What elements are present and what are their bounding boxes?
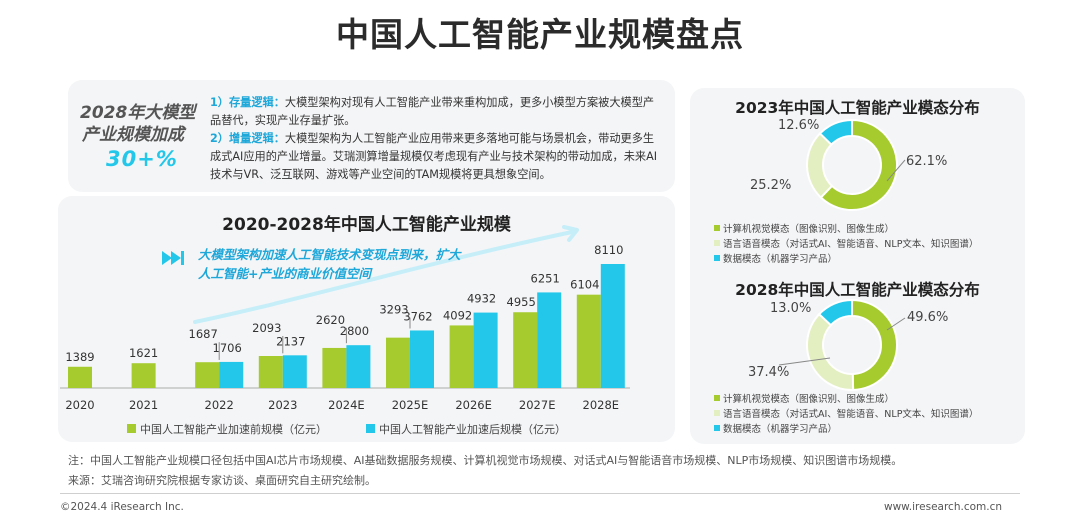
pie-2023-legend-data: 数据模态（机器学习产品） bbox=[723, 254, 838, 265]
pie-2023-slice-2 bbox=[818, 118, 853, 147]
pie-2023-label-vision: 62.1% bbox=[906, 154, 948, 169]
bar-after-label-2026E: 4932 bbox=[467, 292, 496, 306]
pie-2028-leader-1 bbox=[886, 317, 906, 331]
badge-value: 30+% bbox=[106, 147, 178, 171]
pie-2028-legend-data: 数据模态（机器学习产品） bbox=[723, 424, 838, 435]
bar-before-2022 bbox=[195, 362, 220, 388]
growth-trend-arrow bbox=[193, 230, 574, 324]
pie-2028-label-vision: 49.6% bbox=[907, 310, 949, 325]
bar-before-label-2020: 1389 bbox=[65, 350, 94, 364]
bar-after-2025E bbox=[410, 330, 434, 388]
bar-before-2026E bbox=[449, 325, 474, 388]
x-tick-label-2023: 2023 bbox=[268, 398, 297, 412]
bar-before-2021 bbox=[131, 363, 156, 388]
footer-website: www.iresearch.com.cn bbox=[884, 501, 1003, 513]
pie-2028-legend-swatch-language bbox=[714, 410, 720, 416]
pie-2023-legend-vision: 计算机视觉模态（图像识别、图像生成） bbox=[723, 224, 895, 235]
bar-before-label-2025E: 3293 bbox=[379, 303, 408, 317]
bar-before-2027E bbox=[513, 312, 538, 388]
bar-before-label-2028E: 6104 bbox=[570, 278, 599, 292]
pie-2028-legend-language: 语言语音模态（对话式AI、智能语音、NLP文本、知识图谱） bbox=[723, 409, 979, 420]
bar-before-label-2022: 1687 bbox=[189, 327, 218, 341]
bar-before-label-2024E: 2620 bbox=[316, 313, 345, 327]
pie-2028-label-language: 37.4% bbox=[748, 365, 790, 380]
pie-2028 bbox=[806, 298, 899, 392]
annotation-line-1: 大模型架构加速人工智能技术变现点到来，扩大 bbox=[198, 247, 461, 262]
logic-key-increment: 2）增量逻辑： bbox=[210, 132, 285, 145]
bar-after-label-2024E: 2800 bbox=[340, 324, 369, 338]
pie-2023-leader-1 bbox=[886, 159, 906, 182]
legend-label-after: 中国人工智能产业加速后规模（亿元） bbox=[379, 423, 566, 436]
pie-2023-title: 2023年中国人工智能产业模态分布 bbox=[735, 99, 980, 117]
annotation-line-2: 人工智能+产业的商业价值空间 bbox=[198, 266, 371, 281]
badge-line-1: 2028年大模型 bbox=[80, 103, 196, 123]
bar-after-2023 bbox=[282, 355, 307, 388]
legend-swatch-before bbox=[127, 424, 136, 433]
logic-text-stock: 大模型架构对现有人工智能产业带来重构加成，更多小模型方案被大模型产品替代，实现产… bbox=[210, 96, 655, 127]
bar-after-2028E bbox=[600, 264, 625, 388]
pie-2023-slice-1 bbox=[806, 131, 834, 199]
x-tick-label-2024E: 2024E bbox=[328, 398, 365, 412]
pie-2023-label-language: 25.2% bbox=[750, 178, 792, 193]
x-tick-label-2027E: 2027E bbox=[519, 398, 556, 412]
logic-item-increment: 2）增量逻辑：大模型架构为人工智能产业应用带来更多落地可能与场景机会，带动更多生… bbox=[210, 130, 662, 184]
bar-before-label-2026E: 4092 bbox=[443, 308, 472, 322]
logic-item-stock: 1）存量逻辑：大模型架构对现有人工智能产业带来重构加成，更多小模型方案被大模型产… bbox=[210, 94, 662, 130]
pie-2028-title: 2028年中国人工智能产业模态分布 bbox=[735, 281, 980, 299]
growth-trend-arrowhead bbox=[562, 225, 579, 242]
source-note: 来源：艾瑞咨询研究院根据专家访谈、桌面研究自主研究绘制。 bbox=[68, 474, 376, 487]
x-tick-label-2021: 2021 bbox=[129, 398, 158, 412]
pie-2028-legend-vision: 计算机视觉模态（图像识别、图像生成） bbox=[723, 394, 895, 405]
bar-after-2022 bbox=[219, 361, 244, 388]
pie-2023-legend-swatch-language bbox=[714, 240, 720, 246]
bar-before-2023 bbox=[258, 355, 283, 388]
bar-before-2024E bbox=[322, 347, 347, 388]
footer-divider bbox=[60, 493, 1020, 494]
logic-text-increment: 大模型架构为人工智能产业应用带来更多落地可能与场景机会，带动更多生成式AI应用的… bbox=[210, 132, 658, 181]
footer-copyright: ©2024.4 iResearch Inc. bbox=[60, 501, 184, 513]
pie-2028-label-data: 13.0% bbox=[770, 301, 812, 316]
bar-after-2024E bbox=[346, 345, 371, 388]
x-tick-label-2025E: 2025E bbox=[392, 398, 429, 412]
pie-2028-slice-2 bbox=[817, 298, 853, 327]
x-tick-label-2028E: 2028E bbox=[583, 398, 620, 412]
bar-before-2020 bbox=[68, 366, 92, 388]
pie-2023-legend-swatch-vision bbox=[714, 225, 720, 231]
bar-after-label-2022: 1706 bbox=[213, 341, 242, 355]
pie-2023-slice-0 bbox=[819, 118, 898, 211]
bar-chart-title: 2020-2028年中国人工智能产业规模 bbox=[222, 215, 511, 235]
bar-after-label-2028E: 8110 bbox=[594, 243, 623, 257]
legend-swatch-after bbox=[366, 424, 375, 433]
pie-2023 bbox=[806, 118, 898, 211]
pie-2023-legend-language: 语言语音模态（对话式AI、智能语音、NLP文本、知识图谱） bbox=[723, 239, 979, 250]
x-tick-label-2022: 2022 bbox=[205, 398, 234, 412]
page-title: 中国人工智能产业规模盘点 bbox=[336, 15, 744, 54]
logic-panel bbox=[68, 80, 675, 192]
bar-before-label-2023: 2093 bbox=[252, 321, 281, 335]
bar-before-label-2021: 1621 bbox=[129, 346, 158, 360]
pie-2028-slice-0 bbox=[851, 298, 899, 392]
pie-2028-legend-swatch-data bbox=[714, 425, 720, 431]
legend-label-before: 中国人工智能产业加速前规模（亿元） bbox=[140, 423, 327, 436]
bar-before-2025E bbox=[386, 337, 410, 388]
bar-before-label-2027E: 4955 bbox=[507, 295, 536, 309]
fast-forward-icon bbox=[162, 251, 184, 265]
pie-2028-legend-swatch-vision bbox=[714, 395, 720, 401]
pie-2023-legend-swatch-data bbox=[714, 255, 720, 261]
pie-2028-leader-2 bbox=[778, 357, 831, 366]
bar-after-2027E bbox=[537, 292, 562, 388]
footnote: 注：中国人工智能产业规模口径包括中国AI芯片市场规模、AI基础数据服务规模、计算… bbox=[68, 454, 903, 467]
pie-2023-label-data: 12.6% bbox=[778, 118, 820, 133]
bar-after-label-2023: 2137 bbox=[276, 334, 305, 348]
x-tick-label-2026E: 2026E bbox=[455, 398, 492, 412]
x-tick-label-2020: 2020 bbox=[65, 398, 94, 412]
bar-after-label-2027E: 6251 bbox=[531, 271, 560, 285]
badge-line-2: 产业规模加成 bbox=[82, 125, 184, 145]
bar-after-2026E bbox=[473, 312, 498, 388]
logic-key-stock: 1）存量逻辑： bbox=[210, 96, 285, 109]
bar-before-2028E bbox=[576, 294, 601, 388]
bar-after-label-2025E: 3762 bbox=[403, 309, 432, 323]
